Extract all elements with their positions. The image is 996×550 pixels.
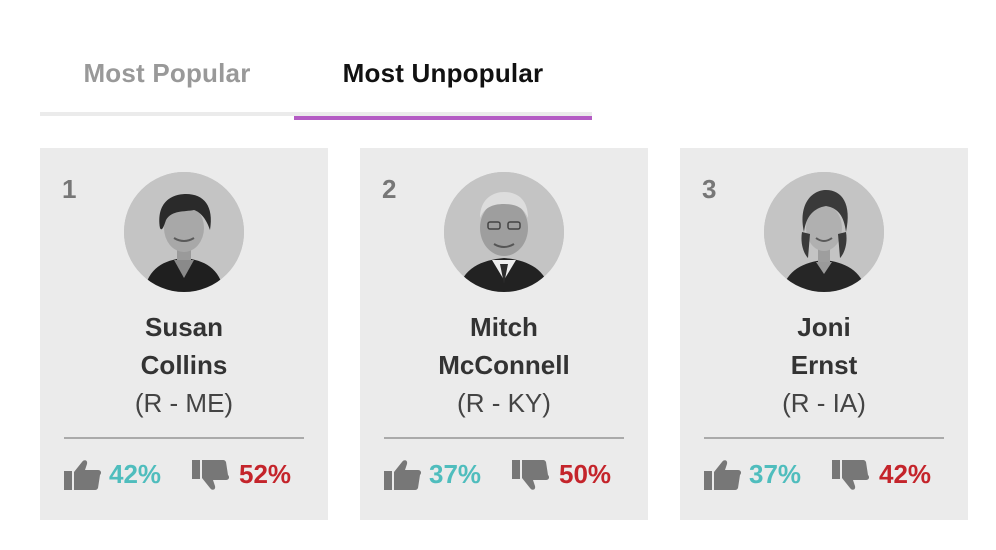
senator-card[interactable]: 1 Susan Collins (R - ME) 42% (40, 148, 328, 520)
disapprove-percent: 50% (559, 459, 612, 489)
divider (64, 437, 304, 439)
approve-percent: 37% (749, 459, 802, 489)
thumbs-up-icon (64, 460, 102, 490)
avatar (444, 172, 564, 292)
thumbs-down-icon (832, 460, 870, 490)
approval-stats: 42% 52% (40, 454, 328, 494)
divider (704, 437, 944, 439)
rank-number: 1 (62, 174, 77, 204)
approval-stats: 37% 42% (680, 454, 968, 494)
approval-stats: 37% 50% (360, 454, 648, 494)
thumbs-down-icon (192, 460, 230, 490)
avatar (764, 172, 884, 292)
senator-card[interactable]: 3 Joni Ernst (R - IA) (680, 148, 968, 520)
senator-name: Joni Ernst (790, 312, 858, 380)
tab-most-unpopular[interactable]: Most Unpopular (294, 42, 592, 120)
senator-name: Mitch McConnell (438, 312, 570, 380)
party-state: (R - KY) (457, 388, 551, 418)
thumbs-down-icon (512, 460, 550, 490)
avatar (124, 172, 244, 292)
disapprove-percent: 42% (879, 459, 932, 489)
ranking-tabs: Most Popular Most Unpopular (40, 42, 592, 120)
divider (384, 437, 624, 439)
party-state: (R - ME) (134, 388, 234, 418)
rank-number: 3 (702, 174, 717, 204)
disapprove-percent: 52% (239, 459, 292, 489)
approve-percent: 42% (109, 459, 162, 489)
senator-card[interactable]: 2 Mitch McConnell (R - KY) (360, 148, 648, 520)
thumbs-up-icon (384, 460, 422, 490)
party-state: (R - IA) (782, 388, 866, 418)
approve-percent: 37% (429, 459, 482, 489)
senator-name: Susan Collins (140, 312, 228, 380)
thumbs-up-icon (704, 460, 742, 490)
rank-number: 2 (382, 174, 397, 204)
tab-most-popular[interactable]: Most Popular (83, 58, 251, 88)
